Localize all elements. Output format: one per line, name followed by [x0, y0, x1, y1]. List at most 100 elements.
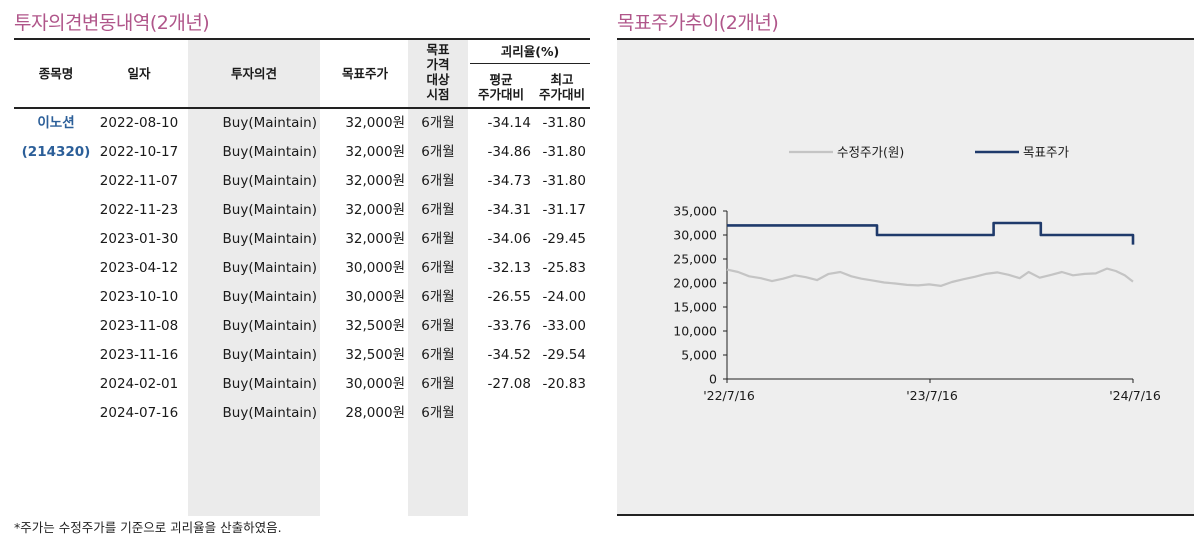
row-date: 2024-02-01	[99, 376, 179, 392]
title-divider	[14, 38, 590, 40]
row-date: 2023-10-10	[99, 289, 179, 305]
y-tick-label: 15,000	[673, 300, 717, 315]
table-row: 이노션 2022-08-10 Buy(Maintain) 32,000원 6개월…	[0, 109, 600, 138]
chart-bottom-divider	[617, 514, 1194, 516]
row-max-divergence: -31.80	[542, 115, 586, 131]
x-tick-label: '23/7/16	[906, 388, 958, 403]
stock-code: (214320)	[21, 144, 91, 160]
table-row: 2023-10-10 Buy(Maintain) 30,000원 6개월 -26…	[0, 283, 600, 312]
section-title-opinion-history: 투자의견변동내역(2개년)	[14, 12, 210, 34]
row-opinion: Buy(Maintain)	[222, 318, 317, 334]
header-max-line: 주가대비	[538, 87, 585, 102]
x-axis: '22/7/16 '23/7/16 '24/7/16	[703, 378, 1161, 403]
row-avg-divergence: -33.76	[487, 318, 531, 334]
header-period-line: 가격	[426, 57, 450, 72]
row-target-price: 32,500원	[345, 347, 405, 363]
row-opinion: Buy(Maintain)	[222, 231, 317, 247]
plot-area	[726, 221, 1135, 287]
opinion-column-shading	[188, 40, 320, 516]
row-date: 2023-11-08	[99, 318, 179, 334]
table-row: 2022-11-23 Buy(Maintain) 32,000원 6개월 -34…	[0, 196, 600, 225]
table-row: (214320) 2022-10-17 Buy(Maintain) 32,000…	[0, 138, 600, 167]
row-opinion: Buy(Maintain)	[222, 405, 317, 421]
row-max-divergence: -25.83	[542, 260, 586, 276]
row-opinion: Buy(Maintain)	[222, 289, 317, 305]
row-avg-divergence: -26.55	[487, 289, 531, 305]
row-period: 6개월	[421, 318, 455, 334]
row-opinion: Buy(Maintain)	[222, 144, 317, 160]
row-date: 2022-10-17	[99, 144, 179, 160]
row-opinion: Buy(Maintain)	[222, 260, 317, 276]
row-date: 2022-08-10	[99, 115, 179, 131]
y-tick-label: 5,000	[681, 348, 717, 363]
series-line-target-price	[727, 221, 1135, 245]
y-tick-label: 10,000	[673, 324, 717, 339]
row-max-divergence: -29.45	[542, 231, 586, 247]
row-date: 2022-11-07	[99, 173, 179, 189]
row-avg-divergence: -34.31	[487, 202, 531, 218]
section-title-target-trend: 목표주가추이(2개년)	[617, 12, 779, 34]
row-max-divergence: -31.17	[542, 202, 586, 218]
chart-legend: 수정주가(원) 목표주가	[789, 145, 1070, 160]
legend-label: 수정주가(원)	[837, 145, 904, 160]
header-target-period: 목표 가격 대상 시점	[408, 42, 468, 102]
row-period: 6개월	[421, 347, 455, 363]
header-sub-divider	[470, 63, 590, 64]
row-avg-divergence: -34.52	[487, 347, 531, 363]
row-period: 6개월	[421, 202, 455, 218]
row-opinion: Buy(Maintain)	[222, 376, 317, 392]
row-date: 2023-11-16	[99, 347, 179, 363]
series-line-adjusted-price	[726, 267, 1134, 287]
header-period-line: 시점	[426, 87, 450, 102]
chart-background	[617, 40, 1194, 515]
y-tick-label: 30,000	[673, 228, 717, 243]
header-max-divergence: 최고 주가대비	[534, 72, 590, 102]
header-period-line: 목표	[426, 42, 450, 57]
table-row: 2023-11-08 Buy(Maintain) 32,500원 6개월 -33…	[0, 312, 600, 341]
footnote: *주가는 수정주가를 기준으로 괴리율을 산출하였음.	[14, 520, 282, 535]
header-avg-divergence: 평균 주가대비	[468, 72, 534, 102]
row-target-price: 30,000원	[345, 376, 405, 392]
stock-name: 이노션	[37, 115, 75, 131]
row-period: 6개월	[421, 115, 455, 131]
row-avg-divergence: -34.86	[487, 144, 531, 160]
table-row: 2023-11-16 Buy(Maintain) 32,500원 6개월 -34…	[0, 341, 600, 370]
row-max-divergence: -24.00	[542, 289, 586, 305]
legend-label: 목표주가	[1023, 145, 1070, 160]
row-date: 2022-11-23	[99, 202, 179, 218]
row-opinion: Buy(Maintain)	[222, 202, 317, 218]
row-opinion: Buy(Maintain)	[222, 173, 317, 189]
row-max-divergence: -20.83	[542, 376, 586, 392]
header-target-price: 목표주가	[341, 66, 388, 81]
header-max-line: 최고	[550, 72, 574, 87]
row-period: 6개월	[421, 144, 455, 160]
x-tick-label: '22/7/16	[703, 388, 755, 403]
row-opinion: Buy(Maintain)	[222, 115, 317, 131]
row-avg-divergence: -34.14	[487, 115, 531, 131]
target-price-chart: 수정주가(원) 목표주가 0 5,000 10,000 15,000 20,000 25,0…	[673, 145, 1161, 404]
row-target-price: 28,000원	[345, 405, 405, 421]
y-tick-label: 35,000	[673, 204, 717, 219]
row-max-divergence: -31.80	[542, 173, 586, 189]
header-divider	[14, 107, 590, 109]
row-period: 6개월	[421, 405, 455, 421]
header-divergence: 괴리율(%)	[500, 44, 560, 59]
row-max-divergence: -31.80	[542, 144, 586, 160]
row-avg-divergence: -34.73	[487, 173, 531, 189]
row-target-price: 32,000원	[345, 173, 405, 189]
header-date: 일자	[127, 66, 151, 81]
table-row: 2022-11-07 Buy(Maintain) 32,000원 6개월 -34…	[0, 167, 600, 196]
table-row: 2024-07-16 Buy(Maintain) 28,000원 6개월	[0, 399, 600, 428]
header-stock-name: 종목명	[38, 66, 74, 81]
y-axis: 0 5,000 10,000 15,000 20,000 25,000 30,000 35,0…	[673, 204, 728, 387]
row-period: 6개월	[421, 376, 455, 392]
x-tick-label: '24/7/16	[1109, 388, 1161, 403]
table-row: 2023-04-12 Buy(Maintain) 30,000원 6개월 -32…	[0, 254, 600, 283]
header-avg-line: 평균	[489, 72, 513, 87]
row-target-price: 32,000원	[345, 144, 405, 160]
y-tick-label: 25,000	[673, 252, 717, 267]
row-avg-divergence: -32.13	[487, 260, 531, 276]
row-max-divergence: -29.54	[542, 347, 586, 363]
row-target-price: 32,000원	[345, 202, 405, 218]
row-opinion: Buy(Maintain)	[222, 347, 317, 363]
